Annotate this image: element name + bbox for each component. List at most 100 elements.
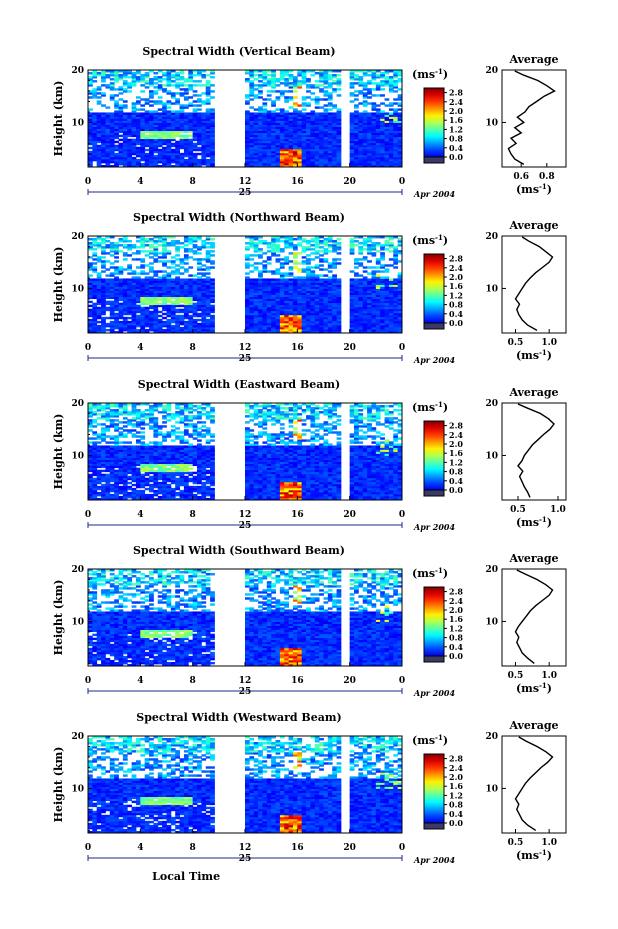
panel-5: Spectral Width (Westward Beam) 10 20 Height… [52, 711, 567, 865]
average-x-tick-label: 0.5 [510, 505, 526, 515]
colorbar-tick-label: 2.0 [449, 272, 463, 282]
average-title: Average [508, 53, 558, 66]
heatmap-cells [88, 569, 403, 667]
x-tick-label: 16 [291, 843, 304, 853]
date-day: 25 [239, 687, 252, 697]
x-tick-label: 4 [137, 843, 143, 853]
colorbar-tick-label: 0.8 [449, 134, 463, 144]
panel-title: Spectral Width (Southward Beam) [133, 544, 345, 557]
average-unit: (ms-1) [516, 182, 552, 196]
colorbar-tick-label: 1.2 [449, 623, 463, 633]
average-panel: Average 10 20 0.5 1.0(ms-1) [485, 552, 567, 695]
x-tick-label: 12 [239, 676, 252, 686]
colorbar-tick-label: 0.0 [449, 152, 463, 162]
colorbar-tick-label: 0.4 [449, 642, 463, 652]
y-tick-label: 10 [71, 118, 84, 128]
colorbar-tick-label: 0.4 [449, 476, 463, 486]
x-tick-label: 12 [239, 510, 252, 520]
average-y-tick-label: 20 [485, 565, 498, 575]
x-tick-label: 16 [291, 343, 304, 353]
date-label: Apr 2004 [413, 355, 456, 365]
colorbar-unit: (ms-1) [412, 400, 448, 414]
average-x-tick-label: 1.0 [541, 838, 557, 848]
colorbar-tick-label: 1.2 [449, 457, 463, 467]
average-panel: Average 10 20 0.5 1.0(ms-1) [485, 219, 567, 362]
x-tick-label: 0 [85, 676, 91, 686]
colorbar-tick-label: 2.0 [449, 772, 463, 782]
average-x-tick-label: 1.0 [550, 505, 566, 515]
y-tick-label: 20 [71, 565, 84, 575]
colorbar-tick-label: 0.4 [449, 309, 463, 319]
x-tick-label: 4 [137, 510, 143, 520]
average-x-tick-label: 0.8 [539, 172, 555, 182]
average-x-tick-label: 1.0 [541, 338, 557, 348]
average-y-tick-label: 10 [485, 617, 498, 627]
average-y-tick-label: 20 [485, 232, 498, 242]
heatmap-cells [88, 236, 403, 334]
x-tick-label: 12 [239, 343, 252, 353]
x-tick-label: 8 [190, 676, 196, 686]
x-axis-label: Local Time [152, 870, 220, 883]
x-tick-label: 20 [343, 343, 356, 353]
colorbar-tick-label: 0.4 [449, 143, 463, 153]
average-unit: (ms-1) [516, 515, 552, 529]
colorbar-tick-label: 1.6 [449, 781, 463, 791]
x-tick-label: 0 [399, 177, 405, 187]
panel-1: Spectral Width (Vertical Beam) 10 20 Height… [52, 45, 567, 199]
average-y-tick-label: 20 [485, 732, 498, 742]
average-x-tick-label: 0.5 [508, 838, 524, 848]
colorbar-tick-label: 2.4 [449, 97, 463, 107]
x-tick-label: 0 [399, 843, 405, 853]
x-tick-label: 20 [343, 177, 356, 187]
x-tick-label: 4 [137, 177, 143, 187]
average-title: Average [508, 219, 558, 232]
average-x-tick-label: 0.6 [513, 172, 529, 182]
y-axis-label: Height (km) [52, 81, 65, 157]
average-frame [501, 568, 567, 667]
colorbar [423, 753, 445, 824]
panel-3: Spectral Width (Eastward Beam) 10 20 Height… [52, 378, 567, 532]
colorbar [423, 253, 445, 324]
average-frame [501, 235, 567, 334]
average-profile-line [514, 736, 554, 831]
colorbar-tick-label: 1.2 [449, 124, 463, 134]
y-tick-label: 20 [71, 732, 84, 742]
average-unit: (ms-1) [516, 348, 552, 362]
y-axis-label: Height (km) [52, 414, 65, 490]
colorbar-unit: (ms-1) [412, 733, 448, 747]
x-tick-label: 8 [190, 843, 196, 853]
colorbar-tick-label: 0.0 [449, 318, 463, 328]
y-axis-label: Height (km) [52, 247, 65, 323]
x-tick-label: 0 [85, 843, 91, 853]
average-unit: (ms-1) [516, 848, 552, 862]
x-tick-label: 12 [239, 843, 252, 853]
panel-title: Spectral Width (Vertical Beam) [142, 45, 335, 58]
date-day: 25 [239, 521, 252, 531]
colorbar-underflow [423, 322, 445, 330]
date-label: Apr 2004 [413, 688, 456, 698]
colorbar-underflow [423, 156, 445, 164]
date-day: 25 [239, 354, 252, 364]
x-tick-label: 0 [399, 510, 405, 520]
colorbar-underflow [423, 655, 445, 663]
panel-title: Spectral Width (Northward Beam) [133, 211, 345, 224]
average-title: Average [508, 719, 558, 732]
average-panel: Average 10 20 0.6 0.8(ms-1) [485, 53, 567, 196]
panel-2: Spectral Width (Northward Beam) 10 20 Heigh… [52, 211, 567, 365]
colorbar-tick-label: 1.6 [449, 448, 463, 458]
colorbar-tick-label: 2.4 [449, 263, 463, 273]
colorbar-unit: (ms-1) [412, 233, 448, 247]
average-panel: Average 10 20 0.5 1.0(ms-1) [485, 719, 567, 862]
average-y-tick-label: 10 [485, 118, 498, 128]
colorbar-tick-label: 2.0 [449, 439, 463, 449]
average-title: Average [508, 552, 558, 565]
x-tick-label: 0 [399, 343, 405, 353]
colorbar-tick-label: 0.8 [449, 467, 463, 477]
average-profile-line [514, 569, 554, 664]
colorbar-tick-label: 2.0 [449, 106, 463, 116]
date-day: 25 [239, 188, 252, 198]
colorbar [423, 420, 445, 491]
average-unit: (ms-1) [516, 681, 552, 695]
x-tick-label: 4 [137, 676, 143, 686]
colorbar-underflow [423, 489, 445, 497]
